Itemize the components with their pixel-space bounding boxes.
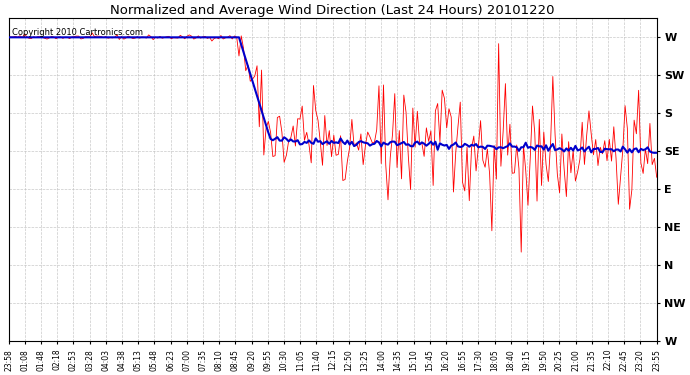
- Text: Copyright 2010 Cartronics.com: Copyright 2010 Cartronics.com: [12, 28, 143, 37]
- Title: Normalized and Average Wind Direction (Last 24 Hours) 20101220: Normalized and Average Wind Direction (L…: [110, 4, 555, 17]
